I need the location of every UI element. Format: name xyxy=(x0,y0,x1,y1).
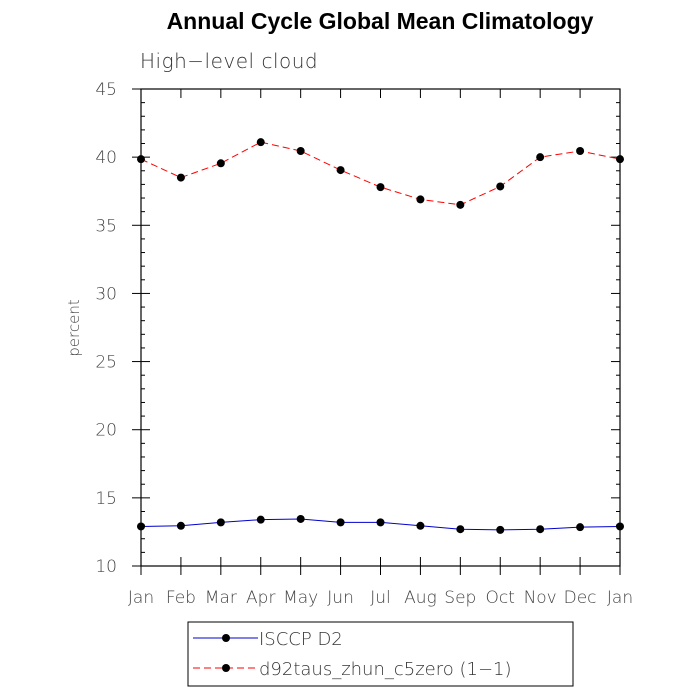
y-tick-label: 15 xyxy=(95,489,117,509)
y-axis-label: percent xyxy=(65,299,83,357)
x-tick-label: Apr xyxy=(246,588,275,608)
series-0-point xyxy=(536,525,545,534)
y-tick-label: 40 xyxy=(95,148,117,168)
series-1-point xyxy=(456,200,465,209)
series-1-point xyxy=(176,173,185,182)
series-0-point xyxy=(176,521,185,530)
chart-subtitle: High−level cloud xyxy=(140,49,319,73)
series-0-point xyxy=(456,525,465,534)
x-tick-label: Oct xyxy=(486,588,515,608)
legend-label-0: ISCCP D2 xyxy=(259,629,343,650)
series-1-point xyxy=(216,159,225,168)
series-0-point xyxy=(137,522,145,531)
series-0-point xyxy=(376,518,385,527)
plot-axes xyxy=(140,88,621,567)
series-1-point xyxy=(576,147,585,156)
series-0-point xyxy=(256,515,265,524)
y-tick-label: 20 xyxy=(95,421,117,441)
y-tick-label: 30 xyxy=(95,284,117,304)
series-1-point xyxy=(256,138,265,147)
x-axis-ticks: Jan Feb Mar Apr May Jun Jul Aug Sep Oct Nov Dec Jan xyxy=(128,89,633,608)
series-1-point xyxy=(416,195,425,204)
chart-title: Annual Cycle Global Mean Climatology xyxy=(166,8,594,34)
legend-box xyxy=(187,621,574,687)
y-axis-ticks: 10 15 20 25 30 35 40 45 xyxy=(95,80,620,577)
series-0-point xyxy=(416,521,425,530)
series-1-point xyxy=(616,155,624,164)
x-tick-label: Jun xyxy=(327,588,354,608)
x-tick-label: Jan xyxy=(607,588,633,608)
series-1-point xyxy=(296,147,305,156)
x-tick-label: Mar xyxy=(205,588,237,608)
data-series xyxy=(137,138,624,534)
x-tick-label: Sep xyxy=(444,588,476,608)
series-0-point xyxy=(576,523,585,532)
y-tick-label: 25 xyxy=(95,353,117,373)
x-tick-label: Jan xyxy=(128,588,154,608)
legend-marker-0 xyxy=(222,634,230,642)
plot-frame xyxy=(140,88,621,567)
x-tick-label: May xyxy=(283,588,318,608)
series-0-point xyxy=(336,518,345,527)
series-0-point xyxy=(616,522,624,531)
series-1-point xyxy=(137,155,145,164)
x-tick-label: Dec xyxy=(564,588,597,608)
series-1-point xyxy=(496,182,505,191)
x-tick-label: Jul xyxy=(370,588,391,608)
y-tick-label: 35 xyxy=(95,216,117,236)
y-tick-label: 10 xyxy=(95,557,117,577)
legend-marker-1 xyxy=(222,664,230,672)
series-1-point xyxy=(536,153,545,162)
x-tick-label: Feb xyxy=(166,588,196,608)
x-tick-label: Aug xyxy=(404,588,437,608)
legend-label-1: d92taus_zhun_c5zero (1−1) xyxy=(259,659,512,680)
series-0-point xyxy=(496,525,505,534)
series-0-point xyxy=(216,518,225,527)
series-1-point xyxy=(336,166,345,175)
series-line-1 xyxy=(140,141,621,206)
x-tick-label: Nov xyxy=(524,588,557,608)
legend: ISCCP D2 d92taus_zhun_c5zero (1−1) xyxy=(187,621,574,687)
y-tick-label: 45 xyxy=(95,80,117,100)
series-1-point xyxy=(376,183,385,192)
series-0-point xyxy=(296,514,305,523)
